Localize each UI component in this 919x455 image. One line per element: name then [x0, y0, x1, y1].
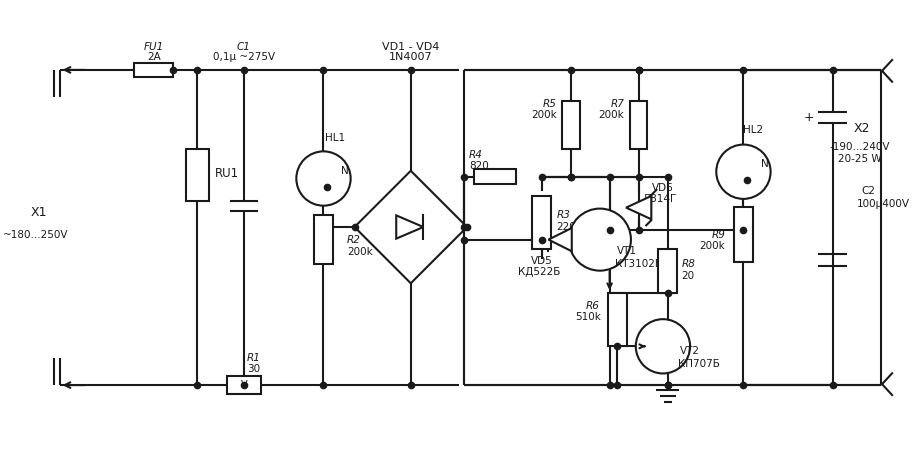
Bar — [562, 101, 579, 149]
Text: FU1: FU1 — [143, 41, 164, 51]
Text: HL2: HL2 — [743, 125, 763, 135]
Text: 100µ400V: 100µ400V — [856, 199, 909, 209]
Text: 200k: 200k — [346, 247, 372, 257]
Text: R7: R7 — [610, 99, 624, 109]
Text: R6: R6 — [585, 301, 599, 311]
Text: 220: 220 — [556, 222, 575, 232]
Bar — [313, 215, 333, 264]
Text: 200k: 200k — [598, 110, 624, 120]
Text: VD1 - VD4: VD1 - VD4 — [381, 41, 439, 51]
Text: 0,1µ ~275V: 0,1µ ~275V — [212, 52, 275, 62]
Text: C1: C1 — [237, 41, 251, 51]
Text: RU1: RU1 — [214, 167, 238, 180]
Text: VT2: VT2 — [680, 346, 699, 356]
Polygon shape — [548, 228, 571, 251]
Text: N: N — [341, 166, 348, 176]
Bar — [186, 149, 209, 201]
Text: Д814Г: Д814Г — [642, 194, 676, 204]
Text: КД522Б: КД522Б — [517, 267, 560, 277]
Text: 20-25 W: 20-25 W — [837, 154, 880, 164]
Text: R2: R2 — [346, 235, 360, 245]
Bar — [226, 376, 261, 394]
Text: 510k: 510k — [574, 312, 600, 322]
Text: 1N4007: 1N4007 — [389, 52, 432, 62]
Bar — [134, 63, 173, 77]
Text: R3: R3 — [556, 210, 570, 220]
Text: 200k: 200k — [530, 110, 556, 120]
Bar — [630, 101, 647, 149]
Bar — [531, 196, 550, 249]
Text: 820: 820 — [469, 161, 488, 171]
Text: R4: R4 — [469, 150, 482, 160]
Text: VD5: VD5 — [530, 256, 552, 266]
Bar — [657, 249, 676, 293]
Text: V: V — [241, 380, 247, 390]
Bar — [473, 169, 515, 184]
Bar — [733, 207, 753, 262]
Text: VT1: VT1 — [617, 246, 637, 256]
Text: КТ3102Е: КТ3102Е — [615, 259, 661, 269]
Text: 2A: 2A — [147, 52, 161, 62]
Circle shape — [296, 152, 350, 206]
Text: 20: 20 — [681, 272, 694, 282]
Bar — [607, 293, 627, 346]
Polygon shape — [626, 196, 651, 219]
Text: VD6: VD6 — [652, 183, 673, 193]
Text: N: N — [760, 159, 767, 169]
Circle shape — [716, 145, 770, 199]
Text: 200k: 200k — [698, 242, 724, 252]
Text: -190...240V: -190...240V — [829, 142, 889, 152]
Text: R9: R9 — [710, 230, 724, 240]
Text: X2: X2 — [853, 121, 869, 135]
Text: 30: 30 — [247, 364, 260, 374]
Circle shape — [635, 319, 689, 374]
Text: C2: C2 — [861, 186, 875, 196]
Text: R5: R5 — [542, 99, 556, 109]
Polygon shape — [396, 215, 423, 239]
Text: X1: X1 — [31, 207, 48, 219]
Circle shape — [568, 208, 630, 271]
Text: HL1: HL1 — [324, 133, 345, 143]
Text: +: + — [803, 111, 814, 124]
Text: ~180...250V: ~180...250V — [3, 230, 68, 240]
Text: КП707Б: КП707Б — [677, 359, 720, 369]
Text: R8: R8 — [681, 259, 695, 269]
Text: R1: R1 — [246, 353, 260, 363]
